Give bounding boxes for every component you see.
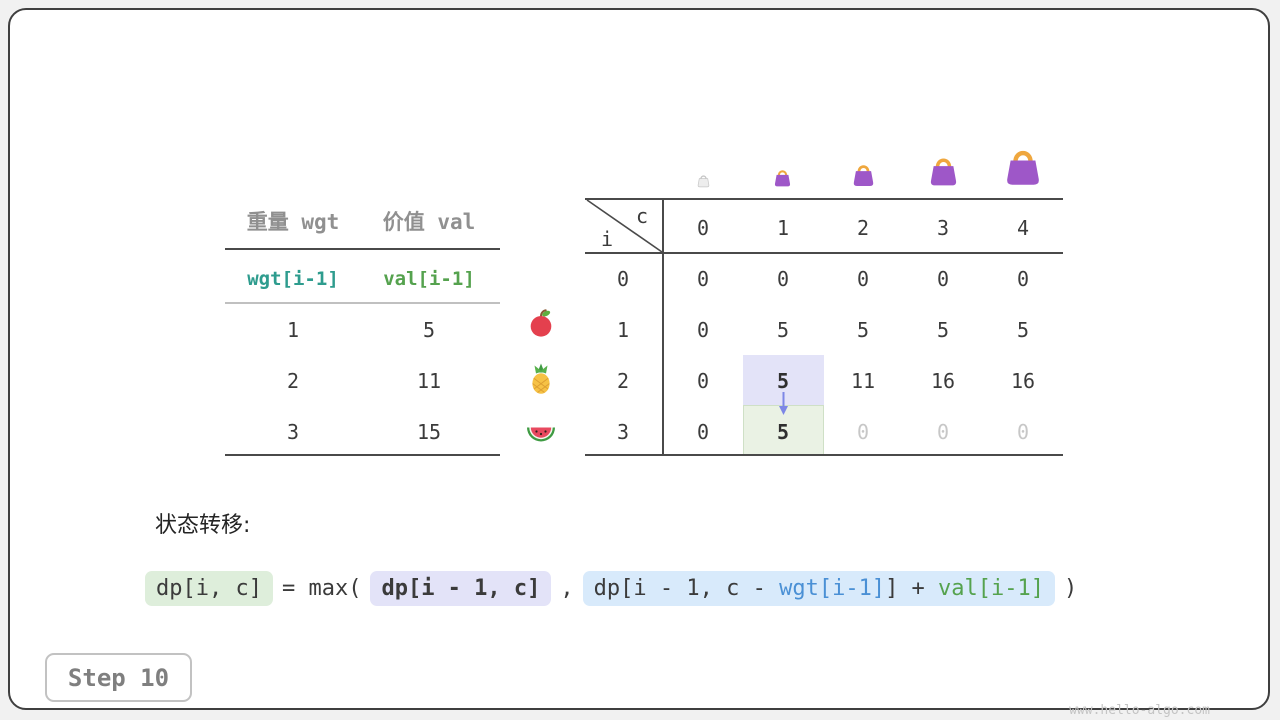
dp-corner-row-label: i <box>600 227 614 251</box>
item-val-3: 15 <box>416 420 442 444</box>
bag-icon-capacity-2 <box>850 161 877 188</box>
dp-row-header-3: 3 <box>616 420 630 444</box>
item-table-var-val: val[i-1] <box>383 268 475 290</box>
bag-icon-capacity-1 <box>772 167 793 188</box>
dp-cell-0-0: 0 <box>696 267 710 291</box>
item-val-2: 11 <box>416 369 442 393</box>
item-wgt-3: 3 <box>286 420 300 444</box>
bag-icon-capacity-3 <box>926 153 961 188</box>
item-table-header-value: 价值 val <box>382 210 476 234</box>
dp-col-header-2: 2 <box>856 216 870 240</box>
dp-cell-3-2: 0 <box>856 420 870 444</box>
dp-corner-col-label: c <box>635 204 649 228</box>
dp-cell-0-4: 0 <box>1016 267 1030 291</box>
dp-cell-2-3: 16 <box>930 369 956 393</box>
dp-cell-2-0: 0 <box>696 369 710 393</box>
item-val-1: 5 <box>422 318 436 342</box>
dp-cell-3-0: 0 <box>696 420 710 444</box>
bag-icon-capacity-0 <box>696 173 711 188</box>
formula-arg2-val: val[i-1] <box>938 576 1045 601</box>
dp-cell-1-0: 0 <box>696 318 710 342</box>
dp-row-header-2: 2 <box>616 369 630 393</box>
dp-col-header-3: 3 <box>936 216 950 240</box>
dp-cell-0-3: 0 <box>936 267 950 291</box>
dp-table-bottom-rule <box>585 454 1063 456</box>
dp-cell-3-4: 0 <box>1016 420 1030 444</box>
formula-arg2-infix: ] + <box>885 576 939 601</box>
dp-cell-1-3: 5 <box>936 318 950 342</box>
transition-arrow-icon <box>779 392 788 415</box>
formula-arg2-wgt: wgt[i-1] <box>779 576 886 601</box>
formula-close: ) <box>1064 576 1078 601</box>
step-badge: Step 10 <box>45 653 192 702</box>
transition-formula: dp[i, c] = max( dp[i - 1, c] , dp[i - 1,… <box>145 571 1077 606</box>
step-label: Step 10 <box>67 663 170 692</box>
dp-table-top-rule <box>585 198 1063 200</box>
item-wgt-1: 1 <box>286 318 300 342</box>
dp-col-header-4: 4 <box>1016 216 1030 240</box>
dp-col-header-1: 1 <box>776 216 790 240</box>
watermark: www.hello-algo.com <box>1069 703 1210 718</box>
formula-op: = max( <box>281 576 362 601</box>
dp-row-header-1: 1 <box>616 318 630 342</box>
dp-cell-2-1: 5 <box>776 369 790 393</box>
watermelon-icon <box>525 415 557 447</box>
formula-lhs: dp[i, c] <box>145 571 273 606</box>
item-wgt-2: 2 <box>286 369 300 393</box>
apple-icon <box>526 308 556 338</box>
item-table-bottom-rule <box>225 454 500 456</box>
dp-table-header-rule <box>585 252 1063 254</box>
dp-cell-2-2: 11 <box>850 369 876 393</box>
dp-cell-1-2: 5 <box>856 318 870 342</box>
dp-corner-diagonal <box>586 199 663 253</box>
formula-arg2-prefix: dp[i - 1, c - <box>593 576 780 601</box>
dp-cell-3-1: 5 <box>776 420 790 444</box>
dp-cell-3-3: 0 <box>936 420 950 444</box>
dp-row-header-0: 0 <box>616 267 630 291</box>
formula-arg2: dp[i - 1, c - wgt[i-1]] + val[i-1] <box>582 571 1056 606</box>
dp-table-vertical-rule <box>662 198 664 456</box>
item-table-var-wgt: wgt[i-1] <box>247 268 339 290</box>
dp-col-header-0: 0 <box>696 216 710 240</box>
dp-cell-0-2: 0 <box>856 267 870 291</box>
pineapple-icon <box>525 363 557 395</box>
dp-cell-2-4: 16 <box>1010 369 1036 393</box>
item-table-header-weight: 重量 wgt <box>246 210 340 234</box>
dp-cell-1-4: 5 <box>1016 318 1030 342</box>
bag-icon-capacity-4 <box>1001 144 1045 188</box>
formula-arg1: dp[i - 1, c] <box>370 571 552 606</box>
item-table-header-rule <box>225 248 500 250</box>
formula-comma: , <box>560 576 574 601</box>
item-table-var-rule <box>225 302 500 304</box>
transition-label: 状态转移: <box>155 513 251 538</box>
dp-cell-1-1: 5 <box>776 318 790 342</box>
figure-card: 重量 wgt 价值 val wgt[i-1] val[i-1] 1 5 2 11… <box>8 8 1270 718</box>
dp-cell-0-1: 0 <box>776 267 790 291</box>
